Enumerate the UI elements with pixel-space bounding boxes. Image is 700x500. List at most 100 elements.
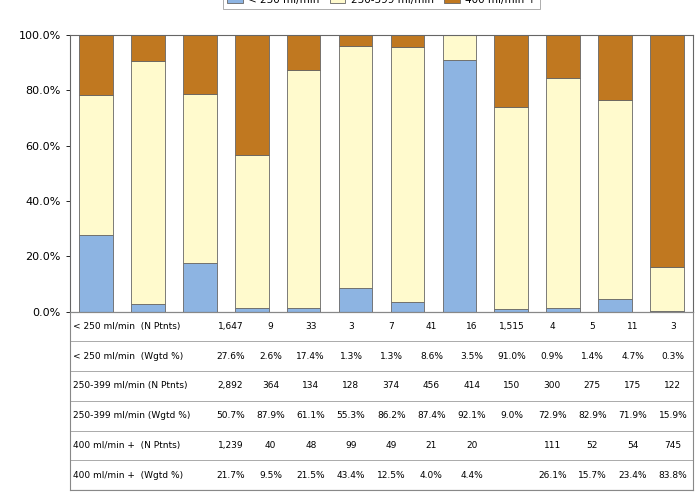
Bar	[287, 308, 321, 312]
Text: 99: 99	[345, 441, 357, 450]
Text: 8.6%: 8.6%	[420, 352, 443, 360]
Text: 364: 364	[262, 382, 279, 390]
Text: 5: 5	[589, 322, 595, 331]
Text: 2.6%: 2.6%	[259, 352, 282, 360]
Text: 300: 300	[544, 382, 561, 390]
Text: 0.9%: 0.9%	[540, 352, 564, 360]
Text: 4: 4	[550, 322, 555, 331]
Bar	[391, 35, 424, 47]
Bar	[494, 36, 528, 108]
Text: 1.3%: 1.3%	[340, 352, 363, 360]
Text: 7: 7	[389, 322, 394, 331]
Text: 92.1%: 92.1%	[457, 411, 486, 420]
Text: < 250 ml/min  (N Ptnts): < 250 ml/min (N Ptnts)	[73, 322, 181, 331]
Bar	[442, 60, 476, 312]
Text: 86.2%: 86.2%	[377, 411, 405, 420]
Bar	[650, 35, 684, 267]
Bar	[131, 35, 164, 62]
Legend: < 250 ml/min, 250-399 ml/min, 400 ml/min +: < 250 ml/min, 250-399 ml/min, 400 ml/min…	[223, 0, 540, 9]
Text: 400 ml/min +  (N Ptnts): 400 ml/min + (N Ptnts)	[73, 441, 181, 450]
Text: 11: 11	[627, 322, 638, 331]
Text: 0.3%: 0.3%	[662, 352, 685, 360]
Text: 55.3%: 55.3%	[337, 411, 365, 420]
Bar	[650, 267, 684, 310]
Bar	[183, 264, 217, 312]
Bar	[494, 108, 528, 309]
Bar	[183, 35, 217, 94]
Text: 41: 41	[426, 322, 438, 331]
Text: 9.0%: 9.0%	[500, 411, 524, 420]
Text: 250-399 ml/min (Wgtd %): 250-399 ml/min (Wgtd %)	[73, 411, 190, 420]
Text: 50.7%: 50.7%	[216, 411, 245, 420]
Text: 111: 111	[544, 441, 561, 450]
Text: 16: 16	[466, 322, 477, 331]
Bar	[183, 94, 217, 264]
Bar	[79, 235, 113, 312]
Text: 745: 745	[664, 441, 681, 450]
Bar	[234, 155, 269, 308]
Text: 175: 175	[624, 382, 641, 390]
Bar	[287, 35, 321, 70]
Text: 3: 3	[348, 322, 354, 331]
Text: 275: 275	[584, 382, 601, 390]
Bar	[339, 288, 372, 312]
Text: 9: 9	[267, 322, 274, 331]
Text: 456: 456	[423, 382, 440, 390]
Bar	[339, 35, 372, 46]
Text: 1.3%: 1.3%	[379, 352, 402, 360]
Text: 91.0%: 91.0%	[498, 352, 526, 360]
Text: 128: 128	[342, 382, 360, 390]
Text: 54: 54	[627, 441, 638, 450]
Bar	[598, 35, 632, 100]
Text: 72.9%: 72.9%	[538, 411, 566, 420]
Text: 27.6%: 27.6%	[216, 352, 244, 360]
Bar	[598, 100, 632, 298]
Text: 87.9%: 87.9%	[256, 411, 285, 420]
Text: 82.9%: 82.9%	[578, 411, 607, 420]
Text: 4.4%: 4.4%	[461, 470, 483, 480]
Bar	[598, 298, 632, 312]
Text: 1,647: 1,647	[218, 322, 243, 331]
Text: 49: 49	[386, 441, 397, 450]
Bar	[234, 308, 269, 312]
Text: 61.1%: 61.1%	[296, 411, 325, 420]
Bar	[287, 70, 321, 308]
Text: 43.4%: 43.4%	[337, 470, 365, 480]
Text: 26.1%: 26.1%	[538, 470, 566, 480]
Bar	[494, 309, 528, 312]
Bar	[546, 308, 580, 312]
Text: 400 ml/min +  (Wgtd %): 400 ml/min + (Wgtd %)	[73, 470, 183, 480]
Bar	[546, 78, 580, 308]
Bar	[234, 35, 269, 155]
Text: 48: 48	[305, 441, 316, 450]
Bar	[79, 95, 113, 235]
Text: 52: 52	[587, 441, 598, 450]
Bar	[339, 46, 372, 288]
Bar	[79, 35, 113, 95]
Bar	[391, 302, 424, 312]
Text: 15.7%: 15.7%	[578, 470, 607, 480]
Text: 1,239: 1,239	[218, 441, 243, 450]
Text: 83.8%: 83.8%	[659, 470, 687, 480]
Text: < 250 ml/min  (Wgtd %): < 250 ml/min (Wgtd %)	[73, 352, 183, 360]
Text: 21: 21	[426, 441, 438, 450]
Text: 12.5%: 12.5%	[377, 470, 405, 480]
Text: 374: 374	[383, 382, 400, 390]
Text: 17.4%: 17.4%	[297, 352, 325, 360]
Bar	[131, 304, 164, 312]
Text: 23.4%: 23.4%	[618, 470, 647, 480]
Bar	[650, 310, 684, 312]
Text: 15.9%: 15.9%	[659, 411, 687, 420]
Bar	[546, 35, 580, 78]
Text: 414: 414	[463, 382, 480, 390]
Text: 87.4%: 87.4%	[417, 411, 446, 420]
Text: 1,515: 1,515	[499, 322, 525, 331]
Bar	[391, 47, 424, 302]
Text: 250-399 ml/min (N Ptnts): 250-399 ml/min (N Ptnts)	[73, 382, 188, 390]
Text: 122: 122	[664, 382, 681, 390]
Text: 40: 40	[265, 441, 277, 450]
Text: 20: 20	[466, 441, 477, 450]
Text: 21.7%: 21.7%	[216, 470, 244, 480]
Text: 150: 150	[503, 382, 521, 390]
Bar	[442, 35, 476, 60]
